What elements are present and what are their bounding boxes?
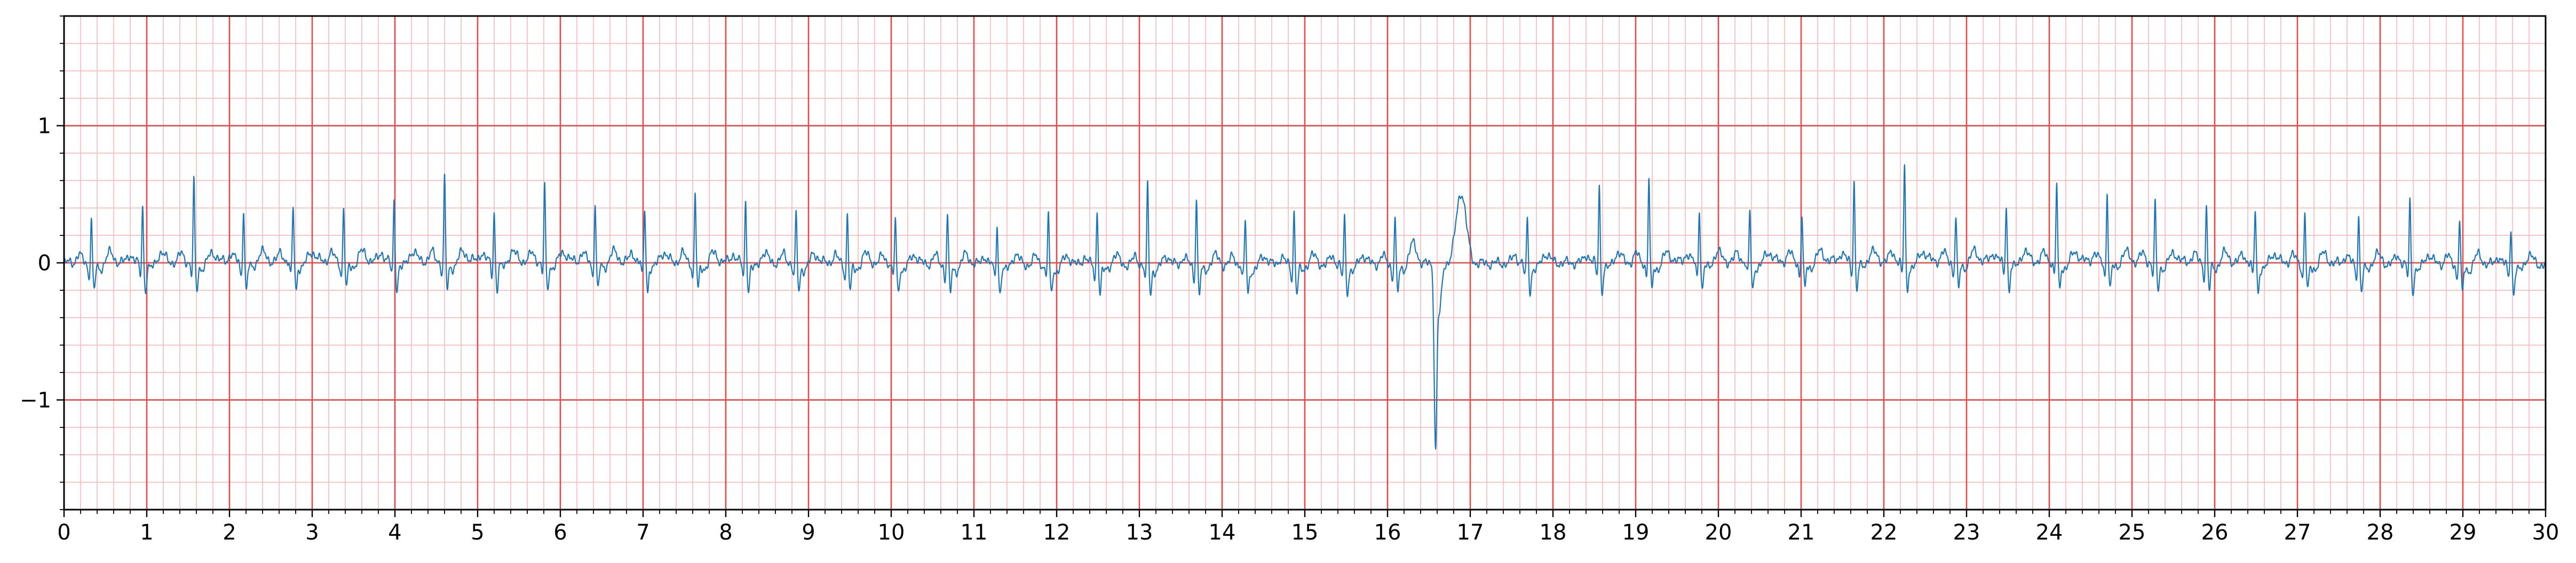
y-tick-label: 1 (38, 114, 51, 139)
x-tick-label: 18 (1540, 520, 1567, 545)
y-tick-label: −1 (20, 388, 51, 413)
x-tick-label: 30 (2532, 520, 2559, 545)
axis-tick-labels: 0 1 2 3 4 5 6 7 8 9 10 11 12 13 14 15 16 17 18 19 20 21 22 23 24… (20, 114, 2559, 545)
x-tick-label: 2 (223, 520, 236, 545)
x-tick-label: 5 (471, 520, 484, 545)
x-tick-label: 28 (2367, 520, 2394, 545)
x-tick-label: 26 (2201, 520, 2229, 545)
x-tick-label: 14 (1209, 520, 1236, 545)
x-tick-label: 24 (2036, 520, 2063, 545)
x-tick-label: 23 (1953, 520, 1980, 545)
x-tick-label: 6 (553, 520, 567, 545)
ecg-trace (63, 164, 2546, 450)
x-tick-label: 22 (1870, 520, 1898, 545)
ecg-series-line (63, 164, 2546, 450)
x-tick-label: 15 (1291, 520, 1319, 545)
x-tick-label: 25 (2119, 520, 2146, 545)
major-grid (63, 16, 2547, 510)
x-tick-label: 0 (57, 520, 70, 545)
x-tick-label: 21 (1788, 520, 1815, 545)
x-tick-label: 11 (961, 520, 988, 545)
x-tick-label: 9 (802, 520, 815, 545)
x-tick-label: 4 (388, 520, 401, 545)
x-tick-label: 29 (2450, 520, 2477, 545)
x-tick-label: 27 (2284, 520, 2311, 545)
x-tick-label: 10 (878, 520, 905, 545)
x-tick-label: 12 (1043, 520, 1071, 545)
x-tick-label: 17 (1457, 520, 1484, 545)
x-tick-label: 8 (719, 520, 732, 545)
x-tick-label: 7 (636, 520, 649, 545)
x-tick-label: 19 (1622, 520, 1650, 545)
x-tick-label: 20 (1705, 520, 1732, 545)
x-tick-label: 13 (1126, 520, 1153, 545)
axis-ticks (57, 15, 2547, 517)
x-tick-label: 16 (1374, 520, 1401, 545)
x-tick-label: 1 (140, 520, 153, 545)
y-tick-label: 0 (38, 251, 51, 276)
x-tick-label: 3 (305, 520, 319, 545)
